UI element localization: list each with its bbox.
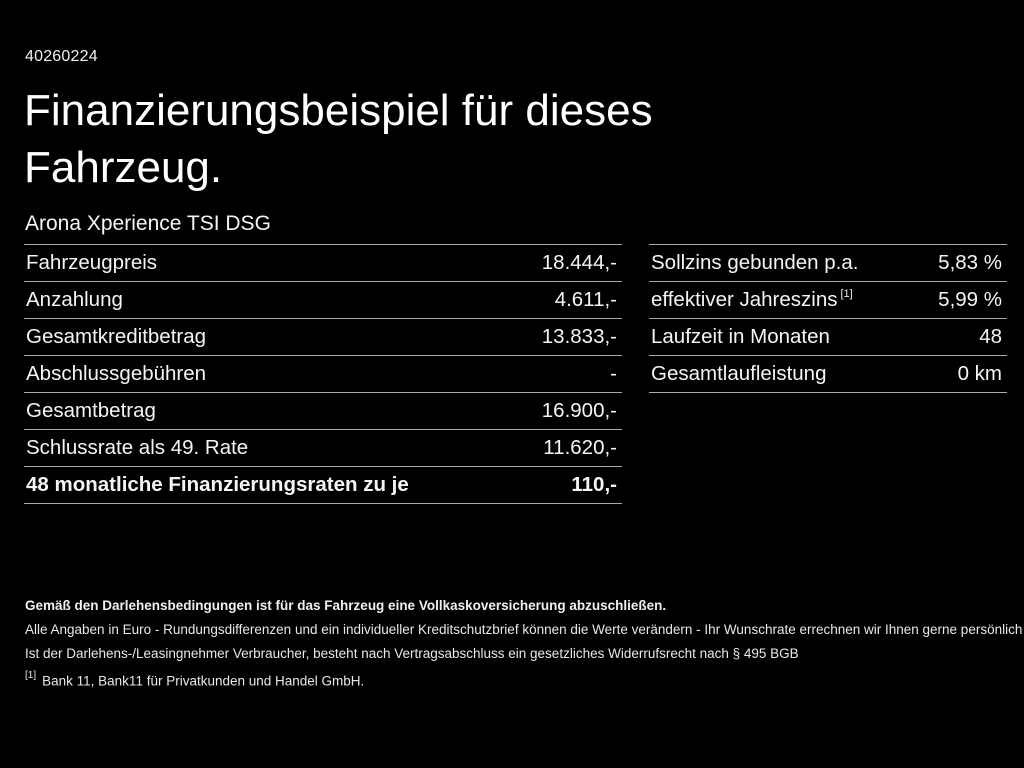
table-row-gesamtkreditbetrag: Gesamtkreditbetrag 13.833,- xyxy=(24,318,622,355)
page-title-line2: Fahrzeug. xyxy=(24,143,223,192)
row-label: Laufzeit in Monaten xyxy=(651,325,830,348)
insurance-note: Gemäß den Darlehensbedingungen ist für d… xyxy=(25,598,667,613)
row-value: 110,- xyxy=(571,473,617,496)
table-row-gesamtlaufleistung: Gesamtlaufleistung 0 km xyxy=(649,355,1007,393)
row-label: Anzahlung xyxy=(26,288,123,311)
table-row-monatsrate: 48 monatliche Finanzierungsraten zu je 1… xyxy=(24,466,622,504)
table-row-anzahlung: Anzahlung 4.611,- xyxy=(24,281,622,318)
row-value: 16.900,- xyxy=(541,399,617,422)
footer-disclaimers: Gemäß den Darlehensbedingungen ist für d… xyxy=(25,598,1023,698)
document-id: 40260224 xyxy=(25,48,98,65)
disclaimer-line1: Alle Angaben in Euro - Rundungsdifferenz… xyxy=(25,622,1023,637)
row-label: Gesamtkreditbetrag xyxy=(26,325,207,348)
row-label: Gesamtlaufleistung xyxy=(651,362,827,385)
disclaimer-line2: Ist der Darlehens-/Leasingnehmer Verbrau… xyxy=(25,646,799,661)
finance-breakdown-table: Fahrzeugpreis 18.444,- Anzahlung 4.611,-… xyxy=(24,244,622,504)
footnote: [1] Bank 11, Bank11 für Privatkunden und … xyxy=(25,670,1004,689)
table-row-effektiver-jahreszins: effektiver Jahreszins [1] 5,99 % xyxy=(649,281,1007,318)
row-value: 0 km xyxy=(957,362,1002,385)
row-label: effektiver Jahreszins [1] xyxy=(649,288,853,312)
footnote-marker: [1] xyxy=(25,670,37,681)
row-value: 4.611,- xyxy=(554,288,617,311)
row-value: 5,99 % xyxy=(938,288,1002,311)
footnote-text: Bank 11, Bank11 für Privatkunden und Han… xyxy=(42,673,365,689)
row-value: 11.620,- xyxy=(543,436,617,459)
table-row-laufzeit: Laufzeit in Monaten 48 xyxy=(649,318,1007,355)
finance-conditions-table: Sollzins gebunden p.a. 5,83 % effektiver… xyxy=(649,244,1007,393)
row-value: 18.444,- xyxy=(541,251,617,274)
row-label: 48 monatliche Finanzierungsraten zu je xyxy=(26,473,409,496)
page-title-line1: Finanzierungsbeispiel für dieses xyxy=(24,86,653,135)
row-label: Abschlussgebühren xyxy=(26,362,207,385)
row-label-text: effektiver Jahreszins xyxy=(651,288,838,311)
row-value: 5,83 % xyxy=(938,251,1002,274)
row-value: 48 xyxy=(979,325,1002,348)
footnote-reference: [1] xyxy=(840,288,853,301)
table-row-schlussrate: Schlussrate als 49. Rate 11.620,- xyxy=(24,429,622,466)
table-row-sollzins: Sollzins gebunden p.a. 5,83 % xyxy=(649,244,1007,281)
row-label: Fahrzeugpreis xyxy=(26,251,158,274)
row-value: - xyxy=(610,362,617,385)
table-row-fahrzeugpreis: Fahrzeugpreis 18.444,- xyxy=(24,244,622,281)
row-label: Schlussrate als 49. Rate xyxy=(26,436,249,459)
page-title: Finanzierungsbeispiel für dieses Fahrzeu… xyxy=(24,82,653,196)
table-row-gesamtbetrag: Gesamtbetrag 16.900,- xyxy=(24,392,622,429)
vehicle-model: Arona Xperience TSI DSG xyxy=(25,212,271,235)
finance-tables: Fahrzeugpreis 18.444,- Anzahlung 4.611,-… xyxy=(24,244,1007,504)
row-value: 13.833,- xyxy=(541,325,617,348)
row-label: Gesamtbetrag xyxy=(26,399,156,422)
table-row-abschlussgebuehren: Abschlussgebühren - xyxy=(24,355,622,392)
row-label: Sollzins gebunden p.a. xyxy=(651,251,859,274)
